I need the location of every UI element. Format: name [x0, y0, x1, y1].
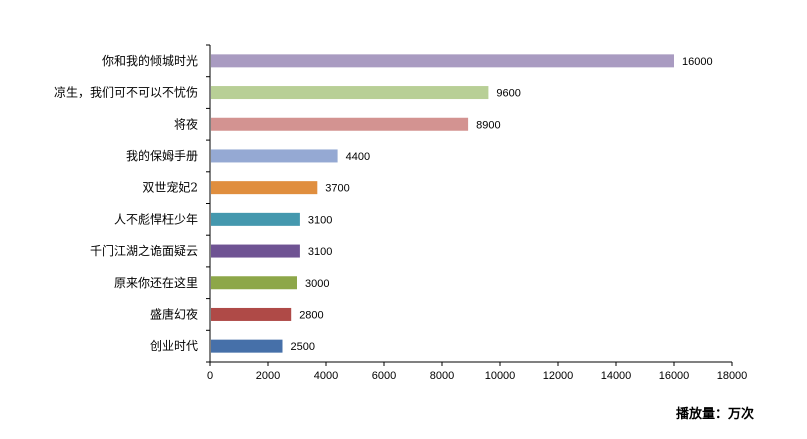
bar — [211, 307, 292, 321]
data-label: 16000 — [682, 56, 713, 68]
bar — [211, 149, 338, 163]
bar — [211, 86, 489, 100]
bar — [211, 212, 300, 226]
unit-label: 播放量：万次 — [676, 407, 755, 422]
category-label: 双世宠妃2 — [142, 180, 198, 195]
x-tick-label: 8000 — [430, 370, 454, 382]
category-label: 盛唐幻夜 — [150, 306, 198, 321]
category-label: 我的保姆手册 — [126, 148, 198, 163]
data-label: 2500 — [291, 341, 315, 353]
bar — [211, 181, 318, 195]
x-tick-label: 18000 — [717, 370, 748, 382]
bar — [211, 54, 674, 68]
x-tick-label: 6000 — [372, 370, 396, 382]
data-label: 4400 — [346, 151, 370, 163]
data-label: 3000 — [305, 278, 329, 290]
x-tick-label: 10000 — [485, 370, 516, 382]
x-tick-label: 4000 — [314, 370, 338, 382]
data-label: 3100 — [308, 246, 332, 258]
category-label: 你和我的倾城时光 — [102, 53, 198, 68]
data-label: 2800 — [299, 309, 323, 321]
category-label: 将夜 — [174, 116, 198, 131]
category-label: 原来你还在这里 — [114, 275, 198, 290]
x-tick-label: 14000 — [601, 370, 632, 382]
category-label: 凉生，我们可不可以不忧伤 — [54, 85, 198, 100]
bar — [211, 276, 297, 290]
x-tick-label: 16000 — [659, 370, 690, 382]
bar — [211, 117, 469, 131]
bar — [211, 339, 283, 353]
data-label: 8900 — [476, 119, 500, 131]
category-label: 千门江湖之诡面疑云 — [90, 243, 198, 258]
data-label: 3700 — [325, 183, 349, 195]
bar — [211, 244, 300, 258]
data-label: 3100 — [308, 214, 332, 226]
x-tick-label: 0 — [207, 370, 213, 382]
category-label: 人不彪悍枉少年 — [114, 212, 198, 226]
category-label: 创业时代 — [150, 339, 198, 353]
x-tick-label: 2000 — [256, 370, 280, 382]
data-label: 9600 — [496, 88, 520, 100]
x-tick-label: 12000 — [543, 370, 574, 382]
